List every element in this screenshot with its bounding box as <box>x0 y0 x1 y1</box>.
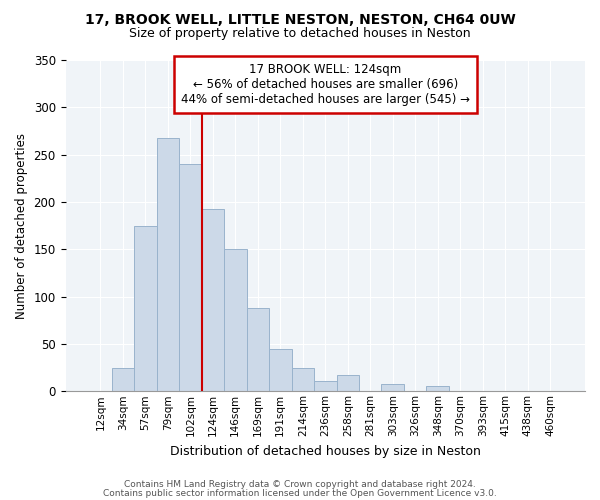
Text: 17, BROOK WELL, LITTLE NESTON, NESTON, CH64 0UW: 17, BROOK WELL, LITTLE NESTON, NESTON, C… <box>85 12 515 26</box>
Bar <box>337 375 359 392</box>
Bar <box>134 226 157 392</box>
Bar <box>427 386 449 392</box>
Y-axis label: Number of detached properties: Number of detached properties <box>15 132 28 318</box>
Bar <box>292 368 314 392</box>
Bar <box>269 348 292 392</box>
Bar <box>224 250 247 392</box>
Bar <box>202 208 224 392</box>
Bar <box>157 138 179 392</box>
Bar <box>112 368 134 392</box>
Text: Contains public sector information licensed under the Open Government Licence v3: Contains public sector information licen… <box>103 488 497 498</box>
Text: 17 BROOK WELL: 124sqm
← 56% of detached houses are smaller (696)
44% of semi-det: 17 BROOK WELL: 124sqm ← 56% of detached … <box>181 64 470 106</box>
Bar <box>314 381 337 392</box>
Bar <box>382 384 404 392</box>
Bar <box>179 164 202 392</box>
Text: Size of property relative to detached houses in Neston: Size of property relative to detached ho… <box>129 28 471 40</box>
Bar <box>247 308 269 392</box>
Text: Contains HM Land Registry data © Crown copyright and database right 2024.: Contains HM Land Registry data © Crown c… <box>124 480 476 489</box>
X-axis label: Distribution of detached houses by size in Neston: Distribution of detached houses by size … <box>170 444 481 458</box>
